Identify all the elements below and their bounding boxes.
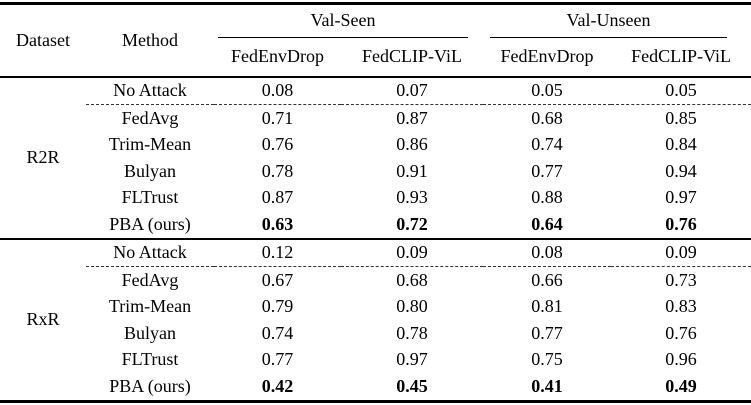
dataset-label-rxr: RxR <box>0 237 86 401</box>
method-cell: Trim-Mean <box>86 131 214 158</box>
value-cell: 0.87 <box>341 104 484 132</box>
table-row: FLTrust 0.77 0.97 0.75 0.96 <box>0 346 751 373</box>
method-cell: Bulyan <box>86 320 214 347</box>
value-cell: 0.45 <box>341 373 484 401</box>
table-row: Bulyan 0.78 0.91 0.77 0.94 <box>0 158 751 185</box>
value-cell: 0.08 <box>214 76 341 105</box>
table-row: Trim-Mean 0.76 0.86 0.74 0.84 <box>0 131 751 158</box>
value-cell: 0.88 <box>483 184 612 211</box>
value-cell: 0.73 <box>611 266 751 294</box>
value-cell: 0.67 <box>214 266 341 294</box>
value-cell: 0.63 <box>214 211 341 239</box>
value-cell: 0.74 <box>483 131 612 158</box>
value-cell: 0.68 <box>483 104 612 132</box>
value-cell: 0.84 <box>611 131 751 158</box>
method-cell: Bulyan <box>86 158 214 185</box>
value-cell: 0.96 <box>611 346 751 373</box>
dataset-label-r2r: R2R <box>0 76 86 239</box>
value-cell: 0.71 <box>214 104 341 132</box>
table-row: R2R No Attack 0.08 0.07 0.05 0.05 <box>0 76 751 239</box>
value-cell: 0.85 <box>611 104 751 132</box>
value-cell: 0.77 <box>483 158 612 185</box>
subcolumn-seen-fedclip-vil: FedCLIP-ViL <box>341 37 484 78</box>
table-row: FedAvg 0.67 0.68 0.66 0.73 <box>0 266 751 294</box>
value-cell: 0.76 <box>611 320 751 347</box>
header-row-groups: Dataset Method Val-Seen Val-Unseen <box>0 3 751 78</box>
table-row: Trim-Mean 0.79 0.80 0.81 0.83 <box>0 293 751 320</box>
column-group-val-unseen: Val-Unseen <box>483 3 751 38</box>
subcolumn-unseen-fedclip-vil: FedCLIP-ViL <box>611 37 751 78</box>
value-cell: 0.79 <box>214 293 341 320</box>
method-cell: FedAvg <box>86 104 214 132</box>
column-header-dataset: Dataset <box>0 3 86 78</box>
val-seen-label: Val-Seen <box>218 10 469 38</box>
column-header-method: Method <box>86 3 214 78</box>
table-row: FedAvg 0.71 0.87 0.68 0.85 <box>0 104 751 132</box>
value-cell: 0.91 <box>341 158 484 185</box>
val-unseen-label: Val-Unseen <box>490 10 728 38</box>
subcolumn-seen-fedenvdrop: FedEnvDrop <box>214 37 341 78</box>
value-cell: 0.07 <box>341 76 484 105</box>
value-cell: 0.05 <box>483 76 612 105</box>
value-cell: 0.41 <box>483 373 612 401</box>
value-cell: 0.97 <box>341 346 484 373</box>
value-cell: 0.77 <box>483 320 612 347</box>
value-cell: 0.83 <box>611 293 751 320</box>
method-cell: Trim-Mean <box>86 293 214 320</box>
value-cell: 0.09 <box>611 237 751 267</box>
value-cell: 0.94 <box>611 158 751 185</box>
table-row: PBA (ours) 0.42 0.45 0.41 0.49 <box>0 373 751 401</box>
value-cell: 0.87 <box>214 184 341 211</box>
value-cell: 0.49 <box>611 373 751 401</box>
method-cell: No Attack <box>86 237 214 267</box>
value-cell: 0.93 <box>341 184 484 211</box>
subcolumn-unseen-fedenvdrop: FedEnvDrop <box>483 37 612 78</box>
section-r2r: R2R No Attack 0.08 0.07 0.05 0.05 FedAvg… <box>0 76 751 239</box>
method-cell: FLTrust <box>86 184 214 211</box>
method-cell: PBA (ours) <box>86 373 214 401</box>
table-row: Bulyan 0.74 0.78 0.77 0.76 <box>0 320 751 347</box>
value-cell: 0.80 <box>341 293 484 320</box>
value-cell: 0.64 <box>483 211 612 239</box>
value-cell: 0.75 <box>483 346 612 373</box>
value-cell: 0.78 <box>214 158 341 185</box>
value-cell: 0.74 <box>214 320 341 347</box>
table-row: PBA (ours) 0.63 0.72 0.64 0.76 <box>0 211 751 239</box>
value-cell: 0.86 <box>341 131 484 158</box>
value-cell: 0.66 <box>483 266 612 294</box>
value-cell: 0.76 <box>214 131 341 158</box>
value-cell: 0.12 <box>214 237 341 267</box>
table-row: RxR No Attack 0.12 0.09 0.08 0.09 <box>0 237 751 401</box>
method-cell: FLTrust <box>86 346 214 373</box>
value-cell: 0.42 <box>214 373 341 401</box>
section-rxr: RxR No Attack 0.12 0.09 0.08 0.09 FedAvg… <box>0 237 751 401</box>
value-cell: 0.05 <box>611 76 751 105</box>
value-cell: 0.08 <box>483 237 612 267</box>
value-cell: 0.76 <box>611 211 751 239</box>
value-cell: 0.81 <box>483 293 612 320</box>
method-cell: FedAvg <box>86 266 214 294</box>
value-cell: 0.68 <box>341 266 484 294</box>
header-row-subcolumns: FedEnvDrop FedCLIP-ViL FedEnvDrop FedCLI… <box>0 37 751 78</box>
method-cell: No Attack <box>86 76 214 105</box>
value-cell: 0.78 <box>341 320 484 347</box>
value-cell: 0.72 <box>341 211 484 239</box>
value-cell: 0.77 <box>214 346 341 373</box>
method-cell: PBA (ours) <box>86 211 214 239</box>
value-cell: 0.09 <box>341 237 484 267</box>
table-row: FLTrust 0.87 0.93 0.88 0.97 <box>0 184 751 211</box>
value-cell: 0.97 <box>611 184 751 211</box>
column-group-val-seen: Val-Seen <box>214 3 484 38</box>
